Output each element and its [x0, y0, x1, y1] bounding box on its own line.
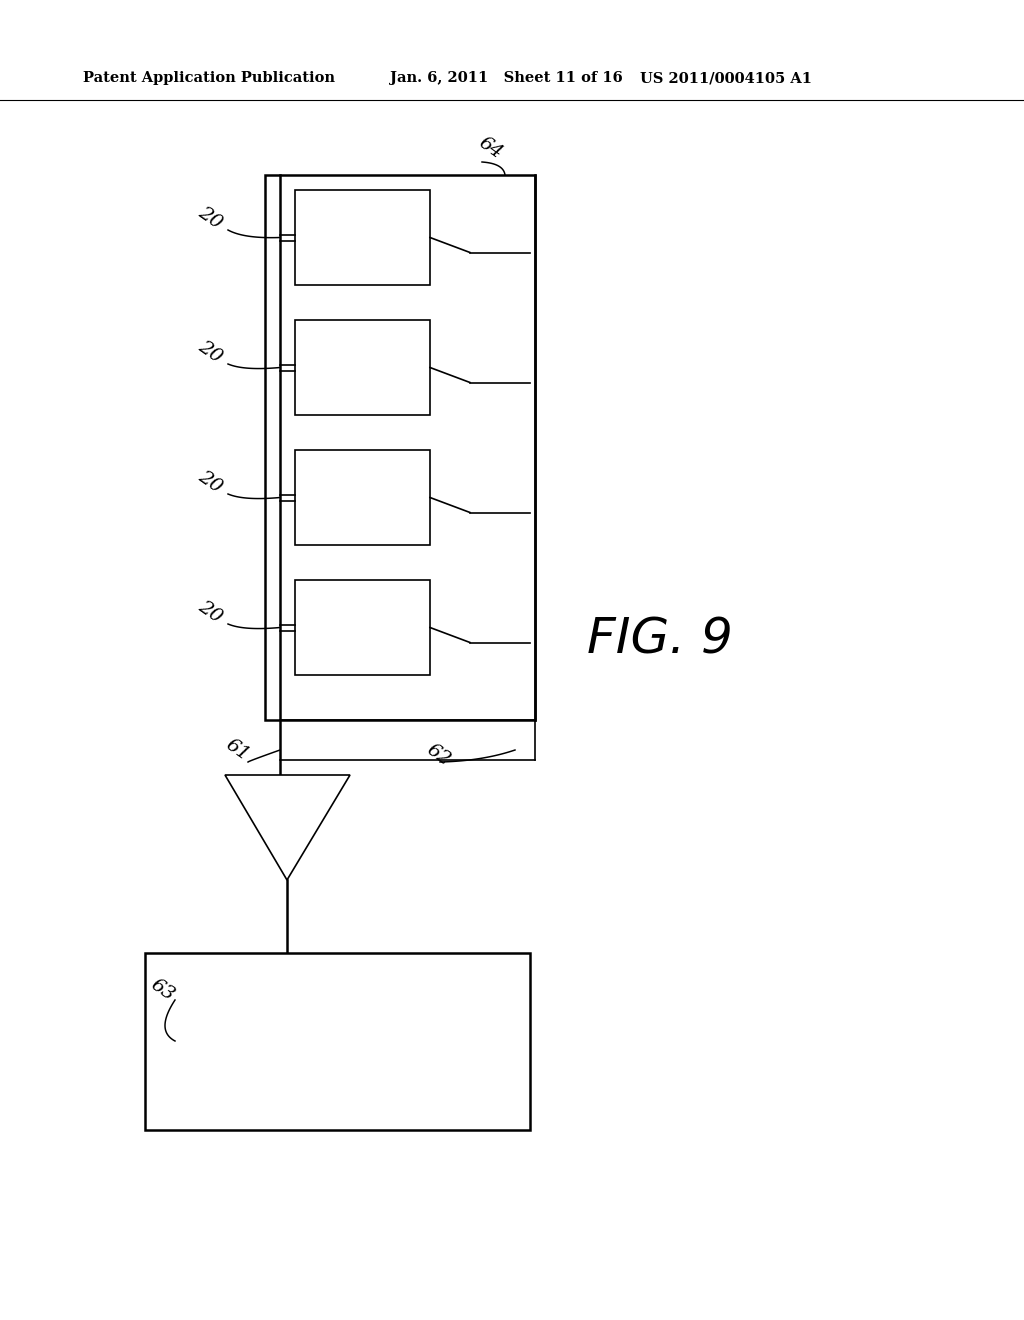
Polygon shape	[225, 775, 350, 880]
Bar	[265, 176, 535, 719]
Text: 63: 63	[146, 975, 177, 1005]
Bar	[295, 579, 430, 675]
Text: 64: 64	[475, 133, 505, 162]
Bar	[295, 319, 430, 414]
Text: FIG. 9: FIG. 9	[587, 616, 733, 664]
Text: 20: 20	[195, 467, 225, 496]
Text: Patent Application Publication: Patent Application Publication	[83, 71, 335, 84]
Text: 20: 20	[195, 338, 225, 367]
Text: Jan. 6, 2011   Sheet 11 of 16: Jan. 6, 2011 Sheet 11 of 16	[390, 71, 623, 84]
Text: 61: 61	[222, 735, 252, 764]
Bar	[295, 190, 430, 285]
Bar	[295, 450, 430, 545]
Bar	[145, 953, 530, 1130]
Text: 62: 62	[423, 741, 454, 770]
Text: US 2011/0004105 A1: US 2011/0004105 A1	[640, 71, 812, 84]
Text: 20: 20	[195, 203, 225, 232]
Text: 20: 20	[195, 598, 225, 627]
